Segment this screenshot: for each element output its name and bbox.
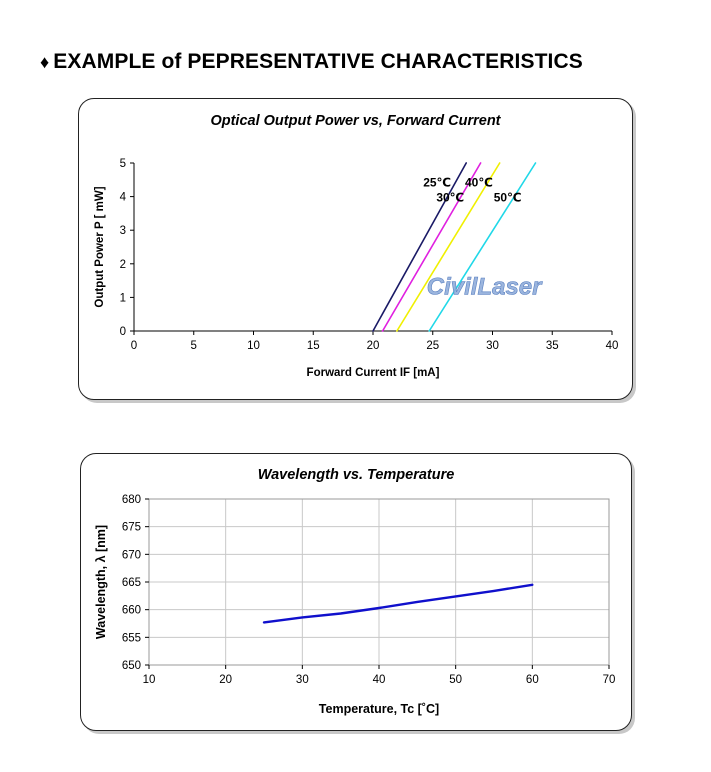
x-tick-label: 40 xyxy=(373,674,386,686)
y-tick-label: 0 xyxy=(120,326,126,338)
y-tick-label: 2 xyxy=(120,259,126,271)
x-tick-label: 5 xyxy=(191,340,197,352)
x-tick-label: 20 xyxy=(367,340,380,352)
chart-panel-power-current: Optical Output Power vs, Forward Current… xyxy=(78,98,633,400)
page-heading: ♦ EXAMPLE of PEPRESENTATIVE CHARACTERISTI… xyxy=(40,50,583,74)
x-tick-label: 30 xyxy=(486,340,499,352)
x-tick-label: 20 xyxy=(219,674,232,686)
x-tick-label: 40 xyxy=(606,340,619,352)
x-tick-label: 25 xyxy=(426,340,439,352)
series-annotation: 25℃ xyxy=(423,176,451,190)
chart-panel-wavelength-temperature: Wavelength vs. Temperature 10 20 30 40 50 60 7… xyxy=(80,453,632,731)
y-tick-label: 665 xyxy=(122,577,141,589)
series-annotation: 30℃ xyxy=(436,191,464,205)
series-line xyxy=(396,162,501,332)
y-tick-label: 3 xyxy=(120,225,126,237)
x-axis-label: Forward Current IF [mA] xyxy=(307,367,440,379)
x-tick-label: 10 xyxy=(247,340,260,352)
y-tick-label: 660 xyxy=(122,605,141,617)
series-annotation: 50℃ xyxy=(494,191,522,205)
chart-power-current: 0 5 10 15 20 25 30 35 40 0 1 2 3 4 5 Forward Current IF… xyxy=(94,158,619,379)
series-line xyxy=(428,162,537,332)
civillaser-watermark: CivilLaser xyxy=(427,274,543,301)
x-tick-label: 10 xyxy=(143,674,156,686)
series-line xyxy=(262,583,534,624)
y-tick-label: 675 xyxy=(122,522,141,534)
chart-wavelength-temperature: 10 20 30 40 50 60 70 650 655 660 665 670 675 680 Tempe… xyxy=(94,494,616,716)
y-tick-label: 650 xyxy=(122,660,141,672)
x-axis-label: Temperature, Tc [˚C] xyxy=(319,702,439,716)
x-tick-label: 60 xyxy=(526,674,539,686)
chart-title: Optical Output Power vs, Forward Current xyxy=(210,113,501,129)
chart-title: Wavelength vs. Temperature xyxy=(257,467,455,483)
y-axis-label: Wavelength, λ [nm] xyxy=(94,525,108,639)
y-tick-label: 680 xyxy=(122,494,141,506)
series-line xyxy=(372,162,468,332)
x-tick-label: 50 xyxy=(449,674,462,686)
y-tick-label: 5 xyxy=(120,158,126,170)
series-line xyxy=(381,162,482,332)
x-tick-label: 30 xyxy=(296,674,309,686)
x-tick-label: 70 xyxy=(603,674,616,686)
y-tick-label: 4 xyxy=(120,192,127,204)
diamond-bullet-icon: ♦ xyxy=(40,52,50,72)
y-axis-label: Output Power P [ mW] xyxy=(94,186,106,307)
y-tick-label: 1 xyxy=(120,292,126,304)
series-annotation: 40℃ xyxy=(465,176,493,190)
y-tick-label: 670 xyxy=(122,549,141,561)
y-tick-label: 655 xyxy=(122,632,141,644)
page-heading-text: EXAMPLE of PEPRESENTATIVE CHARACTERISTIC… xyxy=(53,50,583,73)
x-tick-label: 0 xyxy=(131,340,137,352)
x-tick-label: 35 xyxy=(546,340,559,352)
x-tick-label: 15 xyxy=(307,340,320,352)
